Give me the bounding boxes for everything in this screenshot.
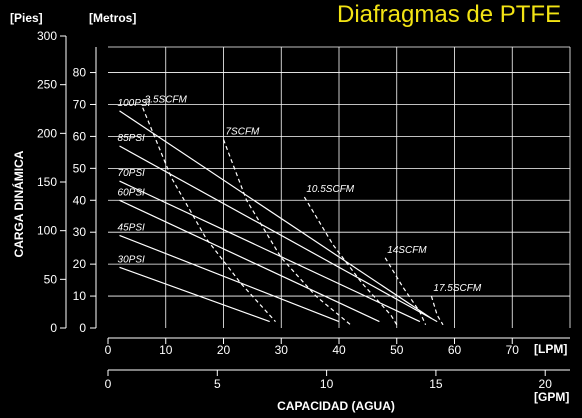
pressure-curve-85psi xyxy=(120,146,438,322)
feet-tick-label: 300 xyxy=(37,29,57,43)
lpm-unit-label: [LPM] xyxy=(534,342,567,356)
feet-unit-label: [Pies] xyxy=(10,11,43,25)
meters-tick-label: 50 xyxy=(73,161,87,175)
chart-heading: Diafragmas de PTFE xyxy=(337,1,561,28)
feet-tick-label: 50 xyxy=(44,272,58,286)
air-curve-label: 17.5SCFM xyxy=(433,283,481,294)
feet-tick-label: 0 xyxy=(50,321,57,335)
air-curve-label: 3.5SCFM xyxy=(145,95,188,106)
air-curve-label: 14SCFM xyxy=(387,245,427,256)
pressure-curve-45psi xyxy=(120,235,340,321)
pressure-curve-label: 30PSI xyxy=(118,254,145,265)
pressure-curve-label: 70PSI xyxy=(118,168,145,179)
gpm-tick-label: 5 xyxy=(214,377,221,391)
meters-tick-label: 80 xyxy=(73,66,87,80)
feet-tick-label: 250 xyxy=(37,78,57,92)
feet-tick-label: 150 xyxy=(37,175,57,189)
meters-tick-label: 70 xyxy=(73,97,87,111)
air-curve-label: 10.5SCFM xyxy=(306,184,354,195)
lpm-tick-label: 20 xyxy=(217,343,231,357)
gpm-tick-label: 20 xyxy=(539,377,553,391)
meters-tick-label: 0 xyxy=(79,321,86,335)
air-curve-17-5scfm xyxy=(431,296,443,325)
lpm-tick-label: 50 xyxy=(390,343,404,357)
meters-tick-label: 60 xyxy=(73,129,87,143)
meters-tick-label: 40 xyxy=(73,193,87,207)
lpm-tick-label: 10 xyxy=(159,343,173,357)
meters-tick-label: 10 xyxy=(73,289,87,303)
pressure-curve-label: 45PSI xyxy=(118,222,145,233)
pressure-curve-100psi xyxy=(120,111,432,319)
gpm-tick-label: 10 xyxy=(320,377,334,391)
lpm-tick-label: 30 xyxy=(275,343,289,357)
meters-unit-label: [Metros] xyxy=(89,11,136,25)
lpm-tick-label: 40 xyxy=(332,343,346,357)
lpm-tick-label: 70 xyxy=(506,343,520,357)
gpm-tick-label: 0 xyxy=(105,377,112,391)
pressure-curve-30psi xyxy=(120,267,270,321)
pressure-curve-70psi xyxy=(120,181,420,322)
gpm-tick-label: 15 xyxy=(429,377,443,391)
x-axis-title: CAPACIDAD (AGUA) xyxy=(277,399,395,413)
pressure-curve-label: 85PSI xyxy=(118,133,145,144)
lpm-tick-label: 60 xyxy=(448,343,462,357)
meters-tick-label: 20 xyxy=(73,257,87,271)
air-curve-10-5scfm xyxy=(304,197,396,325)
y-axis-title: CARGA DINÁMICA xyxy=(11,150,26,257)
gpm-unit-label: [GPM] xyxy=(534,390,569,404)
air-curve-label: 7SCFM xyxy=(226,127,261,138)
lpm-tick-label: 0 xyxy=(105,343,112,357)
meters-tick-label: 30 xyxy=(73,225,87,239)
feet-tick-label: 100 xyxy=(37,224,57,238)
pressure-curve-label: 60PSI xyxy=(118,187,145,198)
feet-tick-label: 200 xyxy=(37,126,57,140)
